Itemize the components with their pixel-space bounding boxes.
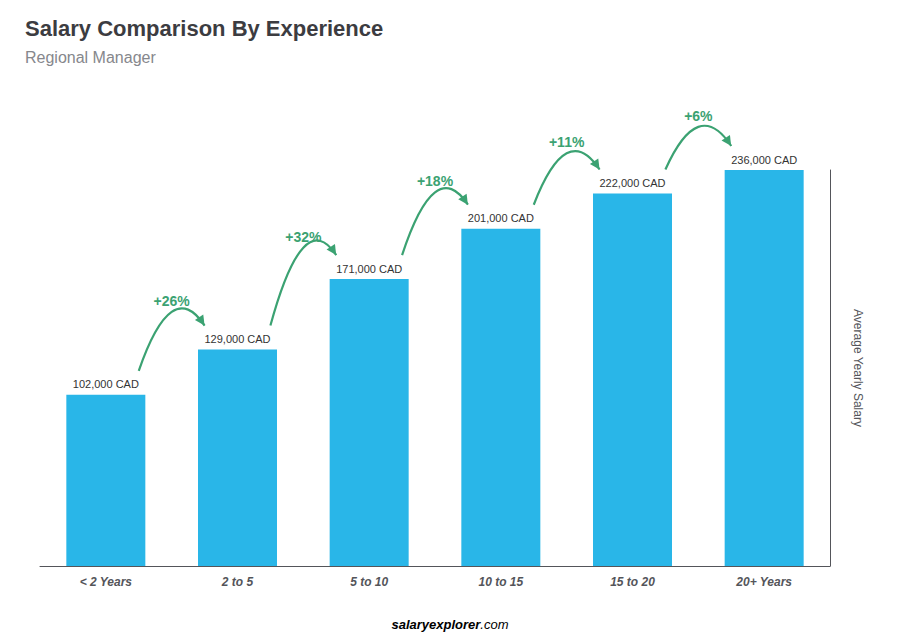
svg-text:+11%: +11%: [549, 134, 585, 150]
svg-text:2 to 5: 2 to 5: [221, 575, 254, 589]
svg-text:201,000 CAD: 201,000 CAD: [468, 212, 534, 224]
svg-text:Average Yearly Salary: Average Yearly Salary: [851, 309, 865, 427]
svg-text:129,000 CAD: 129,000 CAD: [204, 333, 270, 345]
svg-text:10 to 15: 10 to 15: [478, 575, 523, 589]
svg-text:< 2 Years: < 2 Years: [80, 575, 133, 589]
svg-text:236,000 CAD: 236,000 CAD: [731, 154, 797, 166]
svg-text:Salary Comparison By Experienc: Salary Comparison By Experience: [25, 16, 383, 41]
svg-text:+26%: +26%: [154, 293, 191, 309]
svg-text:171,000 CAD: 171,000 CAD: [336, 263, 402, 275]
svg-text:+18%: +18%: [417, 173, 454, 189]
svg-text:+32%: +32%: [285, 229, 322, 245]
svg-text:102,000 CAD: 102,000 CAD: [73, 378, 139, 390]
svg-text:20+ Years: 20+ Years: [735, 575, 792, 589]
svg-text:explorer: explorer: [429, 617, 481, 632]
svg-text:222,000 CAD: 222,000 CAD: [599, 177, 665, 189]
svg-text:.com: .com: [480, 617, 508, 632]
svg-text:5 to 10: 5 to 10: [350, 575, 388, 589]
svg-text:Regional Manager: Regional Manager: [25, 49, 156, 66]
svg-text:salary: salary: [391, 617, 429, 632]
svg-text:+6%: +6%: [684, 108, 713, 124]
svg-text:15 to 20: 15 to 20: [610, 575, 655, 589]
